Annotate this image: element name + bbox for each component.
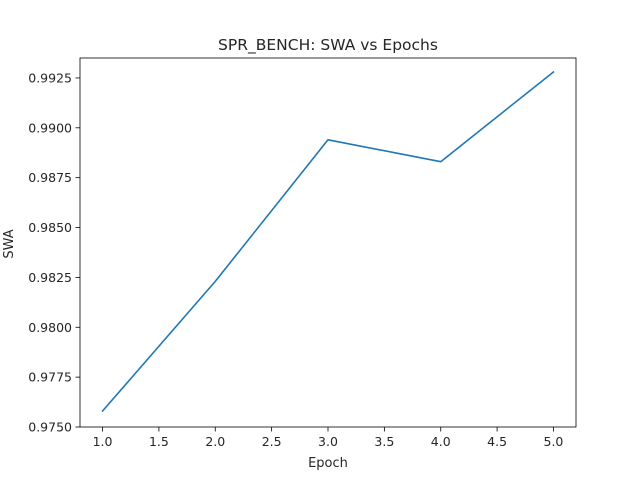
- y-axis-label: SWA: [2, 229, 17, 258]
- x-tick-label: 1.5: [149, 434, 169, 449]
- chart-title: SPR_BENCH: SWA vs Epochs: [218, 36, 438, 55]
- x-tick-label: 2.5: [262, 434, 282, 449]
- y-tick-label: 0.9775: [28, 370, 72, 385]
- x-axis-label: Epoch: [308, 456, 348, 471]
- x-tick-label: 1.0: [93, 434, 113, 449]
- x-tick-label: 2.0: [205, 434, 225, 449]
- x-tick-label: 3.0: [318, 434, 338, 449]
- y-tick-label: 0.9900: [28, 120, 72, 135]
- y-tick-label: 0.9750: [28, 420, 72, 435]
- y-tick-label: 0.9925: [28, 70, 72, 85]
- y-tick-label: 0.9850: [28, 220, 72, 235]
- series-line: [101, 70, 555, 413]
- y-tick-label: 0.9875: [28, 170, 72, 185]
- x-tick-label: 4.5: [487, 434, 507, 449]
- y-tick-label: 0.9825: [28, 270, 72, 285]
- x-tick-label: 4.0: [431, 434, 451, 449]
- y-tick-label: 0.9800: [28, 320, 72, 335]
- x-axis: 1.0 1.5 2.0 2.5 3.0 3.5 4.0 4.5 5.0: [93, 427, 564, 449]
- x-tick-label: 3.5: [374, 434, 394, 449]
- series-layer: [101, 70, 555, 413]
- x-tick-label: 5.0: [544, 434, 564, 449]
- y-axis: 0.9750 0.9775 0.9800 0.9825 0.9850 0.9875 0.99…: [28, 70, 80, 435]
